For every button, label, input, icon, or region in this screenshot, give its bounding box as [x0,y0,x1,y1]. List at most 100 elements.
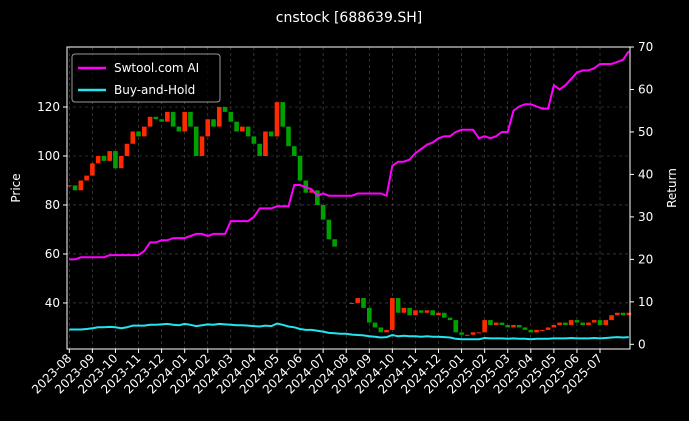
candle [372,322,378,328]
candle [245,126,251,137]
candle [476,332,482,334]
candle [78,180,84,191]
candle [136,131,141,137]
candle [107,151,112,161]
candle [326,219,332,240]
candle [228,111,234,122]
candle [193,126,199,156]
candle [188,111,193,127]
y2-tick-label: 0 [638,337,646,351]
candle [545,327,551,330]
candle [361,298,366,308]
candle [211,119,216,127]
y2-tick-label: 70 [638,40,653,54]
candle [90,163,95,176]
candle [124,143,130,156]
candle [620,312,626,316]
candle [591,320,597,323]
candle [222,107,228,112]
candle [113,151,118,169]
candle [274,102,280,137]
candle [240,126,245,132]
candle [511,324,516,328]
candle [182,111,187,132]
candle [424,310,430,313]
candle [95,155,101,164]
candle [418,310,424,313]
y2-tick-label: 60 [638,82,653,96]
candle [320,204,326,220]
y-tick-label: 120 [37,100,60,114]
candle [534,329,539,333]
candle [170,111,176,127]
candle [493,322,499,325]
candle [615,312,620,316]
y2-tick-label: 30 [638,210,653,224]
y2-axis-label: Return [665,168,679,208]
candle [280,102,286,127]
candle [118,155,124,169]
candle [609,315,614,321]
candle [234,121,239,132]
candle [603,320,609,325]
y2-tick-label: 40 [638,167,653,181]
candle [205,119,211,137]
candle [130,131,136,144]
candle [540,329,545,331]
legend-box [71,53,221,103]
plot-frame [66,46,631,350]
candle [551,324,557,328]
candle [580,322,586,325]
candle [586,322,591,325]
candle [141,126,147,137]
candle [332,239,337,247]
candle [349,302,355,304]
candle [516,324,522,328]
candle [390,298,395,330]
y-tick-label: 40 [45,296,60,310]
chart-title: cnstock [688639.SH] [276,10,422,26]
candle [84,175,89,181]
candle [441,312,447,318]
candle [395,298,401,313]
candle [505,324,511,328]
legend-label: Swtool.com AI [114,61,199,75]
candle [447,317,453,321]
candle [297,155,303,181]
candle [257,143,262,156]
candle [67,185,72,187]
candle [355,298,361,303]
candle [401,307,407,313]
candle [459,332,464,335]
candle [153,116,159,120]
candle [101,155,107,161]
y-tick-label: 100 [37,149,60,163]
candle [574,320,580,323]
candle [465,334,470,336]
candle [568,320,574,325]
legend-label: Buy-and-Hold [114,83,195,97]
candle [470,332,476,335]
candle [176,126,182,132]
y2-tick-label: 50 [638,125,653,139]
candle [291,146,297,156]
candle [626,312,632,316]
candle [199,136,205,156]
candle [268,131,274,137]
candle [499,322,505,325]
candle [147,116,153,127]
candle [413,310,418,316]
candle [263,131,268,156]
candle [216,107,222,127]
y-tick-label: 60 [45,247,60,261]
candle [557,322,562,325]
candle [286,126,291,147]
return-line [69,322,629,341]
candle [407,307,412,316]
candle [251,136,257,144]
return-line [69,50,630,261]
candle [482,320,487,333]
candle [453,320,459,333]
candle [488,320,493,325]
